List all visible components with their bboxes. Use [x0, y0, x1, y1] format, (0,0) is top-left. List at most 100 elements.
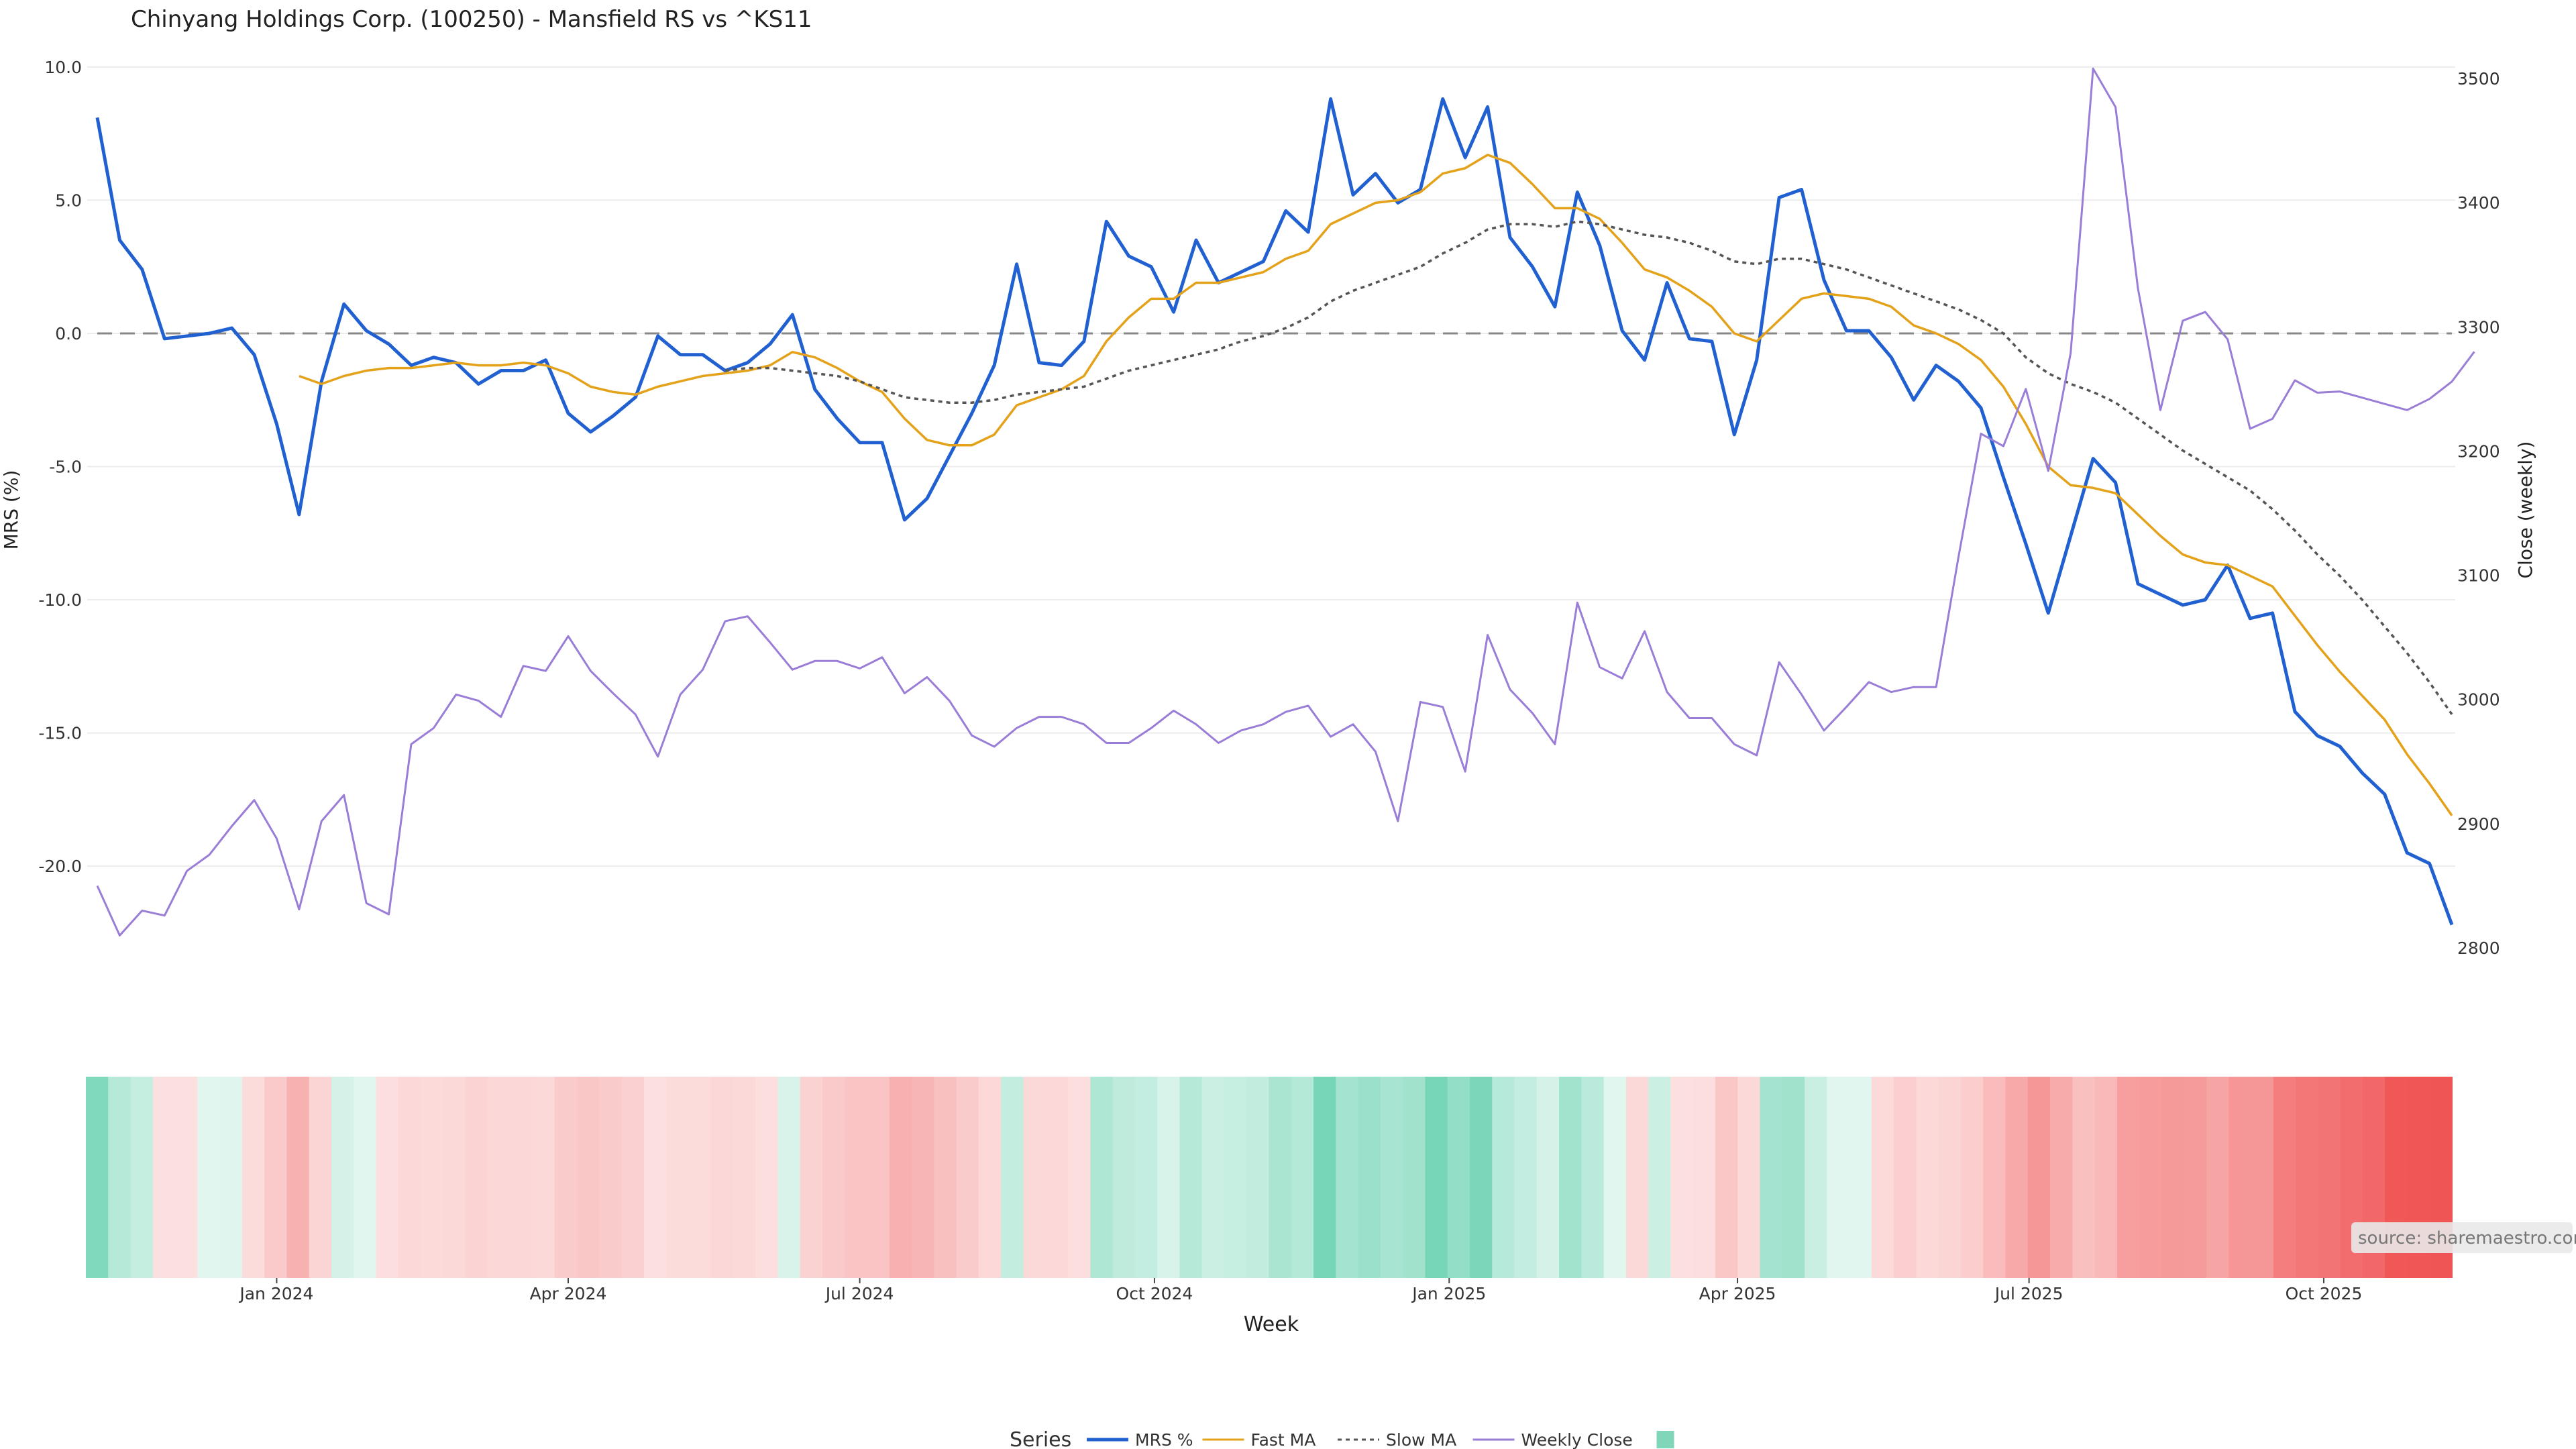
heat-cell [421, 1077, 444, 1278]
legend-item-label: MRS % [1135, 1430, 1193, 1449]
heat-cell [733, 1077, 757, 1278]
heat-cell [2050, 1077, 2074, 1278]
heat-cell [1693, 1077, 1716, 1278]
series-line-weekly-close [96, 67, 2475, 936]
y-left-tick-label: -5.0 [49, 458, 82, 477]
heat-cell [108, 1077, 131, 1278]
heat-cell [1336, 1077, 1359, 1278]
heat-cell [1916, 1077, 1939, 1278]
heat-cell [331, 1077, 355, 1278]
heat-cell [130, 1077, 154, 1278]
heat-cell [554, 1077, 578, 1278]
heat-cell [197, 1077, 221, 1278]
heat-cell [1871, 1077, 1895, 1278]
heat-cell [1269, 1077, 1292, 1278]
heat-cell [219, 1077, 243, 1278]
x-tick-label: Jul 2024 [824, 1284, 894, 1303]
heat-cell [241, 1077, 266, 1278]
heat-cell [1447, 1077, 1470, 1278]
heat-cell [777, 1077, 801, 1278]
heat-cell [398, 1077, 422, 1278]
heat-cell [1179, 1077, 1203, 1278]
heat-cell [1715, 1077, 1739, 1278]
heat-cell [2139, 1077, 2163, 1278]
heat-cell [643, 1077, 667, 1278]
heat-cell [1001, 1077, 1024, 1278]
x-tick-label: Jan 2025 [1411, 1284, 1486, 1303]
heat-cell [822, 1077, 846, 1278]
y-axis-left-label: MRS (%) [0, 470, 22, 550]
heat-cell [1425, 1077, 1448, 1278]
chart-title: Chinyang Holdings Corp. (100250) - Mansf… [131, 6, 812, 33]
x-tick-label: Oct 2024 [1116, 1284, 1193, 1303]
heat-cell [1536, 1077, 1560, 1278]
heat-cell [577, 1077, 600, 1278]
heat-cell [1313, 1077, 1337, 1278]
heat-cell [912, 1077, 935, 1278]
heat-cell [1849, 1077, 1872, 1278]
heat-cell [175, 1077, 199, 1278]
series-lines [95, 67, 2475, 936]
series-line-slow-ma [724, 220, 2453, 715]
heat-cell [1224, 1077, 1248, 1278]
heat-cell [1201, 1077, 1225, 1278]
heat-cell [1670, 1077, 1694, 1278]
heat-cell [1469, 1077, 1493, 1278]
x-axis-label: Week [1244, 1313, 1299, 1336]
axes: 10.0 5.0 0.0 -5.0 -10.0 -15.0 -20.0 3500 3400 330… [38, 58, 2500, 1303]
legend: Series MRS % Fast MA Slow MA Weekly Close [1010, 1428, 1674, 1449]
heat-cell [1581, 1077, 1605, 1278]
heat-cell [532, 1077, 555, 1278]
heat-cell [1023, 1077, 1046, 1278]
heat-band [86, 1077, 2453, 1278]
y-right-tick-label: 3000 [2457, 690, 2500, 710]
x-tick-label: Apr 2024 [530, 1284, 607, 1303]
heat-cell [264, 1077, 288, 1278]
heat-cell [487, 1077, 511, 1278]
heat-cell [1760, 1077, 1783, 1278]
heat-cell [2116, 1077, 2141, 1278]
heat-cell [710, 1077, 734, 1278]
heat-cell [889, 1077, 913, 1278]
heat-cell [800, 1077, 824, 1278]
series-line-fast-ma [299, 154, 2453, 816]
x-tick-label: Jan 2024 [238, 1284, 313, 1303]
heat-cell [1134, 1077, 1159, 1278]
legend-item-label: Weekly Close [1521, 1430, 1633, 1449]
heat-cell [1625, 1077, 1650, 1278]
source-badge-background [2351, 1222, 2573, 1253]
heat-cell [867, 1077, 890, 1278]
heat-cell [1291, 1077, 1315, 1278]
heat-cell [1648, 1077, 1672, 1278]
y-right-tick-label: 3100 [2457, 566, 2500, 586]
y-right-tick-label: 3500 [2457, 69, 2500, 89]
y-left-tick-label: -15.0 [38, 724, 82, 743]
heat-cell [1514, 1077, 1538, 1278]
heat-cell [845, 1077, 868, 1278]
y-right-tick-label: 3400 [2457, 193, 2500, 213]
heat-cell [978, 1077, 1002, 1278]
heat-cell [1603, 1077, 1627, 1278]
heat-cell [2027, 1077, 2051, 1278]
heat-cell [86, 1077, 109, 1278]
legend-swatch-band [1656, 1431, 1674, 1448]
y-left-tick-label: -20.0 [38, 857, 82, 876]
heat-cell [465, 1077, 488, 1278]
heat-cell [1559, 1077, 1582, 1278]
heat-cell [2072, 1077, 2096, 1278]
heat-cell [599, 1077, 623, 1278]
heat-cell [2229, 1077, 2252, 1278]
heat-cell [688, 1077, 712, 1278]
heat-cell [1380, 1077, 1404, 1278]
heat-cell [152, 1077, 176, 1278]
heat-cell [2273, 1077, 2297, 1278]
heat-cell [1938, 1077, 1962, 1278]
heat-cell [2296, 1077, 2319, 1278]
heat-cell [1805, 1077, 1828, 1278]
y-left-tick-label: 10.0 [44, 58, 82, 77]
y-axis-right-label: Close (weekly) [2514, 441, 2536, 579]
heat-cell [443, 1077, 466, 1278]
heat-cell [309, 1077, 333, 1278]
heat-cell [1827, 1077, 1850, 1278]
